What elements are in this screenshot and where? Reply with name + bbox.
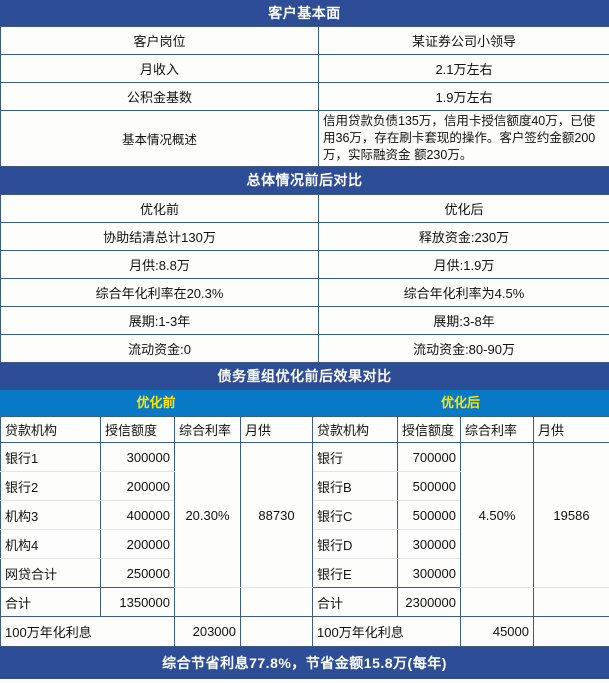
- section-title-customer-basics: 客户基本面: [0, 0, 609, 26]
- section-title-debt-detail: 债务重组优化前后效果对比: [0, 363, 609, 390]
- debt-band-before: 优化前: [136, 395, 176, 410]
- customer-basics-table: 客户岗位 某证券公司小领导 月收入 2.1万左右 公积金基数 1.9万左右 基本…: [0, 26, 609, 167]
- col-header-after-payment: 月供: [533, 416, 609, 443]
- table-row: 银行1 300000 20.30% 88730 银行 700000 4.50% …: [0, 442, 609, 588]
- before-monthly-payment: 88730: [240, 442, 313, 588]
- customer-position-value: 某证券公司小领导: [318, 26, 609, 55]
- debt-band-after: 优化后: [440, 395, 480, 410]
- before-institution-4: 网贷合计: [0, 558, 101, 588]
- col-header-after-rate: 综合利率: [460, 416, 534, 443]
- table-row: 协助结清总计130万 释放资金:230万: [0, 222, 609, 251]
- table-row: 流动资金:0 流动资金:80-90万: [0, 334, 609, 363]
- overall-comparison-table: 优化前 优化后 协助结清总计130万 释放资金:230万 月供:8.8万 月供:…: [0, 194, 609, 363]
- after-quota-1: 500000: [397, 471, 461, 501]
- before-institution-1: 银行2: [0, 471, 101, 501]
- before-interest-value: 203000: [174, 616, 241, 647]
- before-total-rate-blank: [174, 587, 241, 617]
- table-row: 月收入 2.1万左右: [0, 54, 609, 83]
- debt-detail-table: 贷款机构 授信额度 综合利率 月供 贷款机构 授信额度 综合利率 月供 银行1 …: [0, 416, 609, 647]
- table-row: 综合年化利率在20.3% 综合年化利率为4.5%: [0, 278, 609, 307]
- before-institution-2: 机构3: [0, 500, 101, 530]
- overall-row-3-after: 展期:3-8年: [318, 306, 609, 335]
- table-row: 网贷合计 250000 银行E 300000: [0, 558, 609, 588]
- overall-header-before: 优化前: [0, 194, 319, 223]
- after-total-rate-blank: [460, 587, 534, 617]
- before-interest-payment-blank: [240, 616, 313, 647]
- after-interest-label: 100万年化利息: [312, 616, 461, 647]
- table-row: 机构3 400000 银行C 500000: [0, 500, 609, 530]
- overall-row-3-before: 展期:1-3年: [0, 306, 319, 335]
- after-institution-4: 银行E: [312, 558, 398, 588]
- overall-row-2-before: 综合年化利率在20.3%: [0, 278, 319, 307]
- overall-header-after: 优化后: [318, 194, 609, 223]
- after-interest-payment-blank: [533, 616, 609, 647]
- col-header-before-quota: 授信额度: [100, 416, 175, 443]
- summary-label: 基本情况概述: [0, 110, 319, 167]
- detail-header-row: 贷款机构 授信额度 综合利率 月供 贷款机构 授信额度 综合利率 月供: [0, 416, 609, 443]
- after-total-quota: 2300000: [397, 587, 461, 617]
- table-row-interest: 100万年化利息 203000 100万年化利息 45000: [0, 616, 609, 647]
- before-institution-0: 银行1: [0, 442, 101, 472]
- table-header-row: 优化前 优化后: [0, 194, 609, 223]
- housing-fund-base-label: 公积金基数: [0, 82, 319, 111]
- before-total-payment-blank: [240, 587, 313, 617]
- overall-row-0-before: 协助结清总计130万: [0, 222, 319, 251]
- table-row-summary: 基本情况概述 信用贷款负债135万，信用卡授信额度40万，已使用36万，存在刷卡…: [0, 110, 609, 167]
- after-quota-3: 300000: [397, 529, 461, 559]
- after-interest-value: 45000: [460, 616, 534, 647]
- before-total-quota: 1350000: [100, 587, 175, 617]
- table-row: 机构4 200000 银行D 300000: [0, 529, 609, 559]
- col-header-after-institution: 贷款机构: [312, 416, 398, 443]
- before-quota-2: 400000: [100, 500, 175, 530]
- before-total-label: 合计: [0, 587, 101, 617]
- table-row: 银行2 200000 银行B 500000: [0, 471, 609, 501]
- housing-fund-base-value: 1.9万左右: [318, 82, 609, 111]
- before-quota-4: 250000: [100, 558, 175, 588]
- customer-position-label: 客户岗位: [0, 26, 319, 55]
- footer-summary-banner: 综合节省利息77.8%，节省金额15.8万(每年): [0, 647, 609, 679]
- table-row: 客户岗位 某证券公司小领导: [0, 26, 609, 55]
- after-institution-1: 银行B: [312, 471, 398, 501]
- col-header-before-institution: 贷款机构: [0, 416, 101, 443]
- overall-row-1-after: 月供:1.9万: [318, 250, 609, 279]
- debt-detail-band: 优化前 优化后: [0, 390, 609, 416]
- after-total-label: 合计: [312, 587, 398, 617]
- monthly-income-value: 2.1万左右: [318, 54, 609, 83]
- overall-row-0-after: 释放资金:230万: [318, 222, 609, 251]
- summary-text: 信用贷款负债135万，信用卡授信额度40万，已使用36万，存在刷卡套现的操作。客…: [318, 110, 609, 167]
- monthly-income-label: 月收入: [0, 54, 319, 83]
- overall-row-2-after: 综合年化利率为4.5%: [318, 278, 609, 307]
- after-quota-4: 300000: [397, 558, 461, 588]
- table-row-total: 合计 1350000 合计 2300000: [0, 587, 609, 617]
- after-rate: 4.50%: [460, 442, 534, 588]
- after-institution-2: 银行C: [312, 500, 398, 530]
- after-quota-2: 500000: [397, 500, 461, 530]
- col-header-before-payment: 月供: [240, 416, 313, 443]
- overall-row-4-after: 流动资金:80-90万: [318, 334, 609, 363]
- after-institution-0: 银行: [312, 442, 398, 472]
- col-header-before-rate: 综合利率: [174, 416, 241, 443]
- before-quota-3: 200000: [100, 529, 175, 559]
- before-rate: 20.30%: [174, 442, 241, 588]
- after-quota-0: 700000: [397, 442, 461, 472]
- before-institution-3: 机构4: [0, 529, 101, 559]
- after-institution-3: 银行D: [312, 529, 398, 559]
- after-monthly-payment: 19586: [533, 442, 609, 588]
- overall-row-4-before: 流动资金:0: [0, 334, 319, 363]
- table-row: 公积金基数 1.9万左右: [0, 82, 609, 111]
- before-interest-label: 100万年化利息: [0, 616, 175, 647]
- overall-row-1-before: 月供:8.8万: [0, 250, 319, 279]
- before-quota-1: 200000: [100, 471, 175, 501]
- table-row: 月供:8.8万 月供:1.9万: [0, 250, 609, 279]
- before-quota-0: 300000: [100, 442, 175, 472]
- col-header-after-quota: 授信额度: [397, 416, 461, 443]
- table-row: 展期:1-3年 展期:3-8年: [0, 306, 609, 335]
- section-title-overall-comparison: 总体情况前后对比: [0, 167, 609, 194]
- after-total-payment-blank: [533, 587, 609, 617]
